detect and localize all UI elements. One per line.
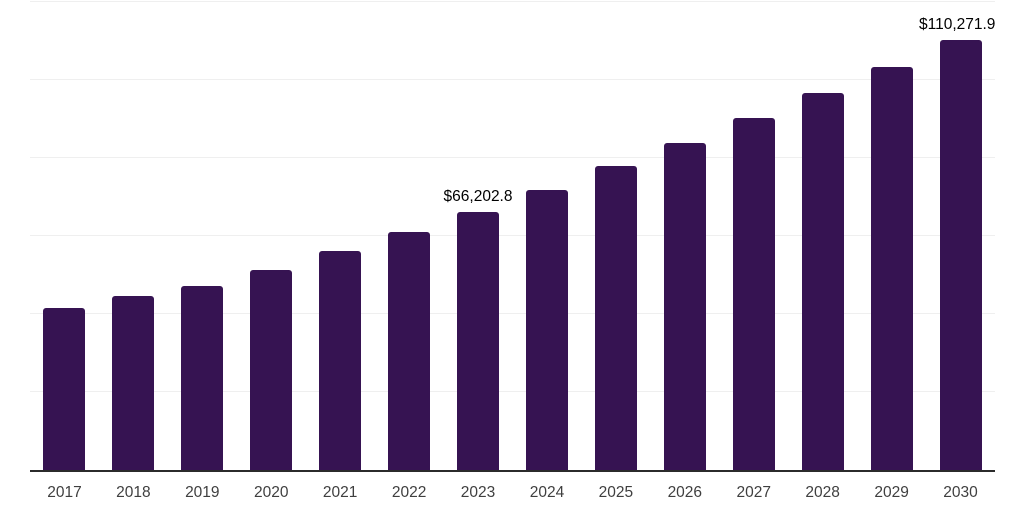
x-tick-label-2029: 2029: [874, 484, 909, 501]
x-tick-label-2023: 2023: [460, 484, 496, 501]
x-tick-label-2022: 2022: [391, 484, 427, 501]
bar-2019: [181, 286, 224, 470]
x-tick-label-2026: 2026: [667, 484, 703, 501]
x-tick-label-2017: 2017: [47, 484, 82, 501]
gridline: [30, 235, 995, 236]
bar-2022: [388, 232, 431, 470]
gridline: [30, 1, 995, 2]
bar-2024: [525, 189, 568, 470]
x-tick-label-2030: 2030: [943, 484, 978, 501]
gridline: [30, 157, 995, 158]
bar-2026: [663, 142, 706, 470]
x-tick-label-2028: 2028: [805, 484, 840, 501]
bar-2030: [939, 39, 982, 470]
gridline: [30, 79, 995, 80]
x-axis-line: [30, 469, 995, 472]
x-tick-label-2027: 2027: [736, 484, 771, 501]
bar-2021: [319, 251, 362, 470]
bar-2018: [112, 296, 155, 470]
x-tick-label-2025: 2025: [598, 484, 634, 501]
x-tick-label-2021: 2021: [322, 484, 358, 501]
x-tick-label-2020: 2020: [254, 484, 289, 501]
bar-2027: [732, 118, 775, 470]
plot-area: $66,202.8 $110,271.9: [30, 1, 996, 472]
bar-2029: [870, 66, 913, 470]
x-tick-label-2024: 2024: [529, 484, 565, 501]
bar-2017: [43, 308, 86, 470]
gridline: [30, 313, 995, 314]
bar-2020: [250, 270, 293, 470]
x-tick-label-2018: 2018: [116, 484, 151, 501]
gridline: [30, 391, 995, 392]
x-axis-tick-labels: 2017 2018 2019 2020 2021 2022 2023 2024 2025 2026…: [30, 484, 995, 504]
bar-2028: [801, 93, 844, 470]
x-tick-label-2019: 2019: [185, 484, 220, 501]
bar-2023: [457, 211, 500, 470]
bar-value-label-2030: $110,271.9: [919, 16, 996, 34]
bar-value-label-2023: $66,202.8: [443, 188, 513, 206]
bar-2025: [594, 166, 637, 470]
